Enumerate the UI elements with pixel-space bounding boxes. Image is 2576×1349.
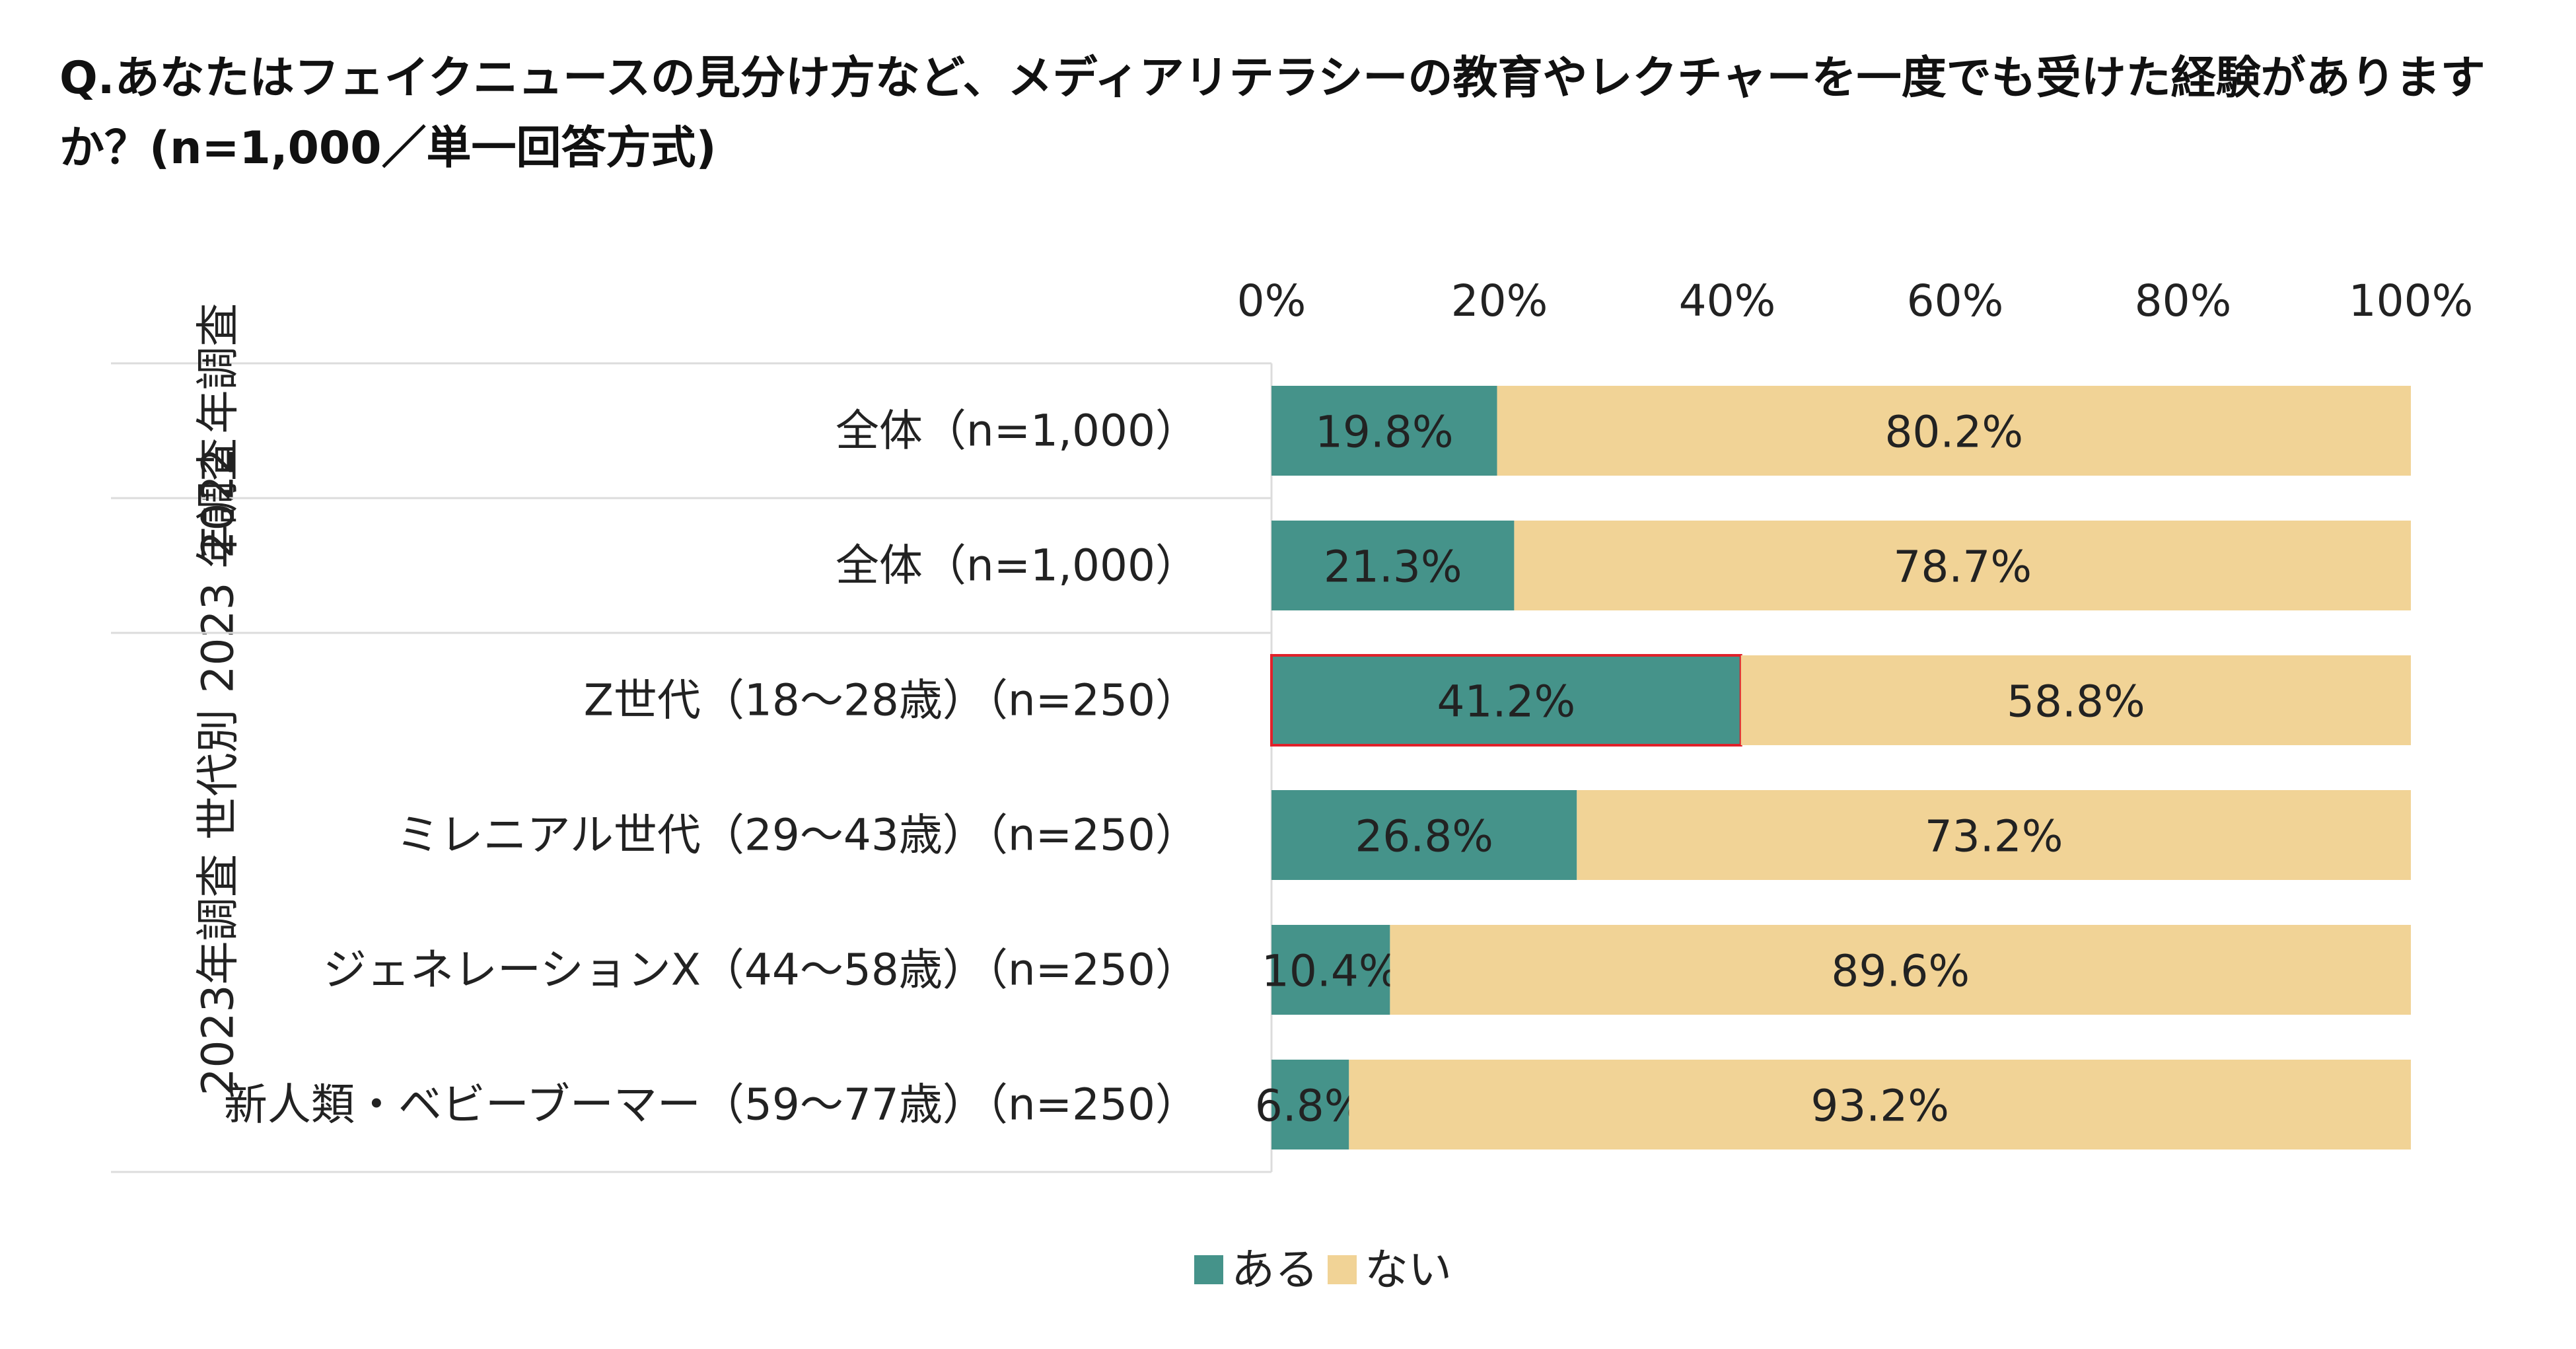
legend: ある ない	[1194, 1245, 1452, 1295]
legend-swatch-aru	[1194, 1255, 1223, 1284]
category-label: 全体（n=1,000）	[836, 406, 1199, 456]
data-label: 93.2%	[1810, 1081, 1949, 1132]
x-tick-label: 20%	[1451, 275, 1548, 326]
bar-aru	[1271, 925, 1390, 1015]
group-label: 2023 年調査	[193, 438, 244, 694]
bar-nai	[1497, 386, 2411, 476]
group-label: 2022 年調査	[193, 303, 244, 559]
x-tick-label: 100%	[2349, 275, 2474, 326]
x-tick-label: 40%	[1679, 275, 1776, 326]
data-label: 19.8%	[1315, 407, 1454, 458]
data-label: 78.7%	[1893, 542, 2032, 593]
bar-nai	[1390, 925, 2411, 1015]
bar-aru	[1270, 654, 1742, 747]
x-axis: 0% 20% 40% 60% 80% 100%	[1237, 275, 2474, 326]
data-label: 10.4%	[1262, 946, 1400, 997]
bar-aru	[1271, 790, 1577, 880]
bar-aru	[1271, 386, 1497, 476]
legend-label-aru: ある	[1231, 1245, 1318, 1295]
category-label: 新人類・ベビーブーマー（59～77歳）（n=250）	[224, 1079, 1199, 1130]
category-label: ジェネレーションX（44～58歳）（n=250）	[323, 945, 1199, 996]
chart-title: Q.あなたはフェイクニュースの見分け方など、メディアリテラシーの教育やレクチャー…	[59, 52, 2486, 174]
data-label: 89.6%	[1831, 946, 1970, 997]
bar-nai	[1514, 521, 2411, 610]
data-label: 80.2%	[1884, 407, 2023, 458]
data-label: 73.2%	[1925, 811, 2063, 862]
data-label: 58.8%	[2007, 676, 2145, 727]
data-label: 6.8%	[1255, 1081, 1366, 1132]
legend-label-nai: ない	[1365, 1245, 1452, 1295]
group-label: 2023年調査 世代別	[193, 710, 244, 1096]
legend-swatch-nai	[1328, 1255, 1357, 1284]
bar-nai	[1740, 655, 2411, 745]
data-label: 21.3%	[1324, 542, 1462, 593]
x-tick-label: 80%	[2135, 275, 2232, 326]
category-label: 全体（n=1,000）	[836, 540, 1199, 591]
category-label: ミレニアル世代（29～43歳）（n=250）	[396, 810, 1199, 861]
x-tick-label: 0%	[1237, 275, 1306, 326]
bar-aru	[1271, 1060, 1349, 1149]
data-label: 26.8%	[1355, 811, 1493, 862]
bar-nai	[1577, 790, 2411, 880]
bar-nai	[1349, 1060, 2411, 1149]
bars: 19.8% 80.2% 21.3% 78.7% 41.2% 58.8% 26.8% 73.2%…	[1255, 386, 2411, 1149]
data-label: 41.2%	[1437, 676, 1576, 727]
x-tick-label: 60%	[1907, 275, 2004, 326]
bar-aru	[1271, 521, 1515, 610]
category-label: Z世代（18～28歳）（n=250）	[584, 675, 1199, 726]
